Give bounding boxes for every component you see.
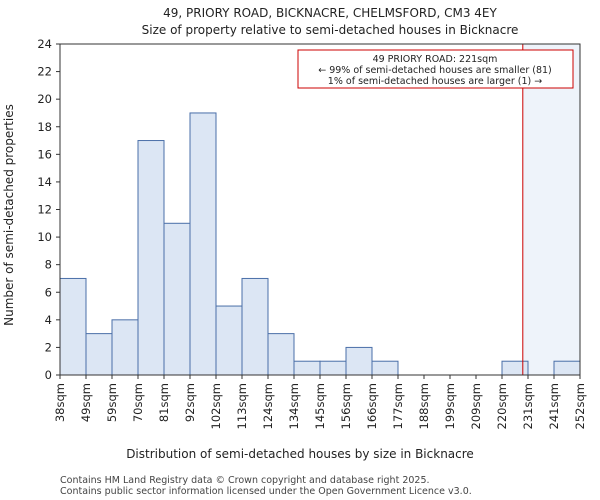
x-tick-label: 145sqm bbox=[313, 383, 327, 429]
y-tick-label: 12 bbox=[37, 203, 52, 217]
x-tick-label: 92sqm bbox=[183, 383, 197, 422]
y-tick-label: 10 bbox=[37, 230, 52, 244]
y-tick-label: 8 bbox=[45, 258, 52, 272]
y-tick-label: 2 bbox=[45, 340, 52, 354]
annotation-line2: ← 99% of semi-detached houses are smalle… bbox=[318, 65, 552, 76]
bar-145sqm bbox=[319, 360, 347, 376]
x-tick-label: 231sqm bbox=[521, 383, 535, 429]
footer-line2: Contains public sector information licen… bbox=[60, 486, 472, 497]
larger-region-highlight bbox=[522, 44, 580, 375]
x-tick-label: 209sqm bbox=[469, 383, 483, 429]
bar-102sqm bbox=[215, 305, 243, 376]
annotation-line1: 49 PRIORY ROAD: 221sqm bbox=[373, 54, 498, 65]
x-tick-label: 113sqm bbox=[235, 383, 249, 429]
x-tick-label: 49sqm bbox=[79, 383, 93, 422]
y-tick-label: 20 bbox=[37, 92, 52, 106]
y-axis-label: Number of semi-detached properties bbox=[2, 104, 16, 326]
x-tick-label: 38sqm bbox=[53, 383, 67, 422]
annotation-line3: 1% of semi-detached houses are larger (1… bbox=[328, 76, 542, 87]
y-tick-label: 16 bbox=[37, 147, 52, 161]
x-tick-label: 124sqm bbox=[261, 383, 275, 429]
bar-124sqm bbox=[267, 333, 295, 376]
footer-line1: Contains HM Land Registry data © Crown c… bbox=[60, 475, 430, 486]
bar-220sqm bbox=[501, 360, 529, 376]
y-tick-label: 4 bbox=[45, 313, 52, 327]
bar-70sqm bbox=[137, 140, 165, 376]
bar-81sqm bbox=[163, 222, 191, 376]
bar-241sqm bbox=[553, 360, 581, 376]
chart-title-line2: Size of property relative to semi-detach… bbox=[142, 23, 519, 37]
x-axis-ticks: 38sqm 49sqm 59sqm 70sqm 81sqm 92sqm 102sqm 113s… bbox=[53, 375, 587, 429]
bar-59sqm bbox=[111, 319, 139, 376]
x-tick-label: 70sqm bbox=[131, 383, 145, 422]
x-tick-label: 199sqm bbox=[443, 383, 457, 429]
y-tick-label: 6 bbox=[45, 285, 52, 299]
x-tick-label: 134sqm bbox=[287, 383, 301, 429]
x-tick-label: 156sqm bbox=[339, 383, 353, 429]
bar-156sqm bbox=[345, 346, 373, 376]
annotation-box bbox=[297, 49, 574, 89]
x-tick-label: 102sqm bbox=[209, 383, 223, 429]
x-axis-label: Distribution of semi-detached houses by … bbox=[126, 447, 474, 461]
y-tick-label: 14 bbox=[37, 175, 52, 189]
bar-38sqm bbox=[59, 277, 87, 376]
bar-166sqm bbox=[371, 360, 399, 376]
chart-title-line1: 49, PRIORY ROAD, BICKNACRE, CHELMSFORD, … bbox=[163, 6, 497, 20]
x-tick-label: 177sqm bbox=[391, 383, 405, 429]
y-tick-label: 18 bbox=[37, 120, 52, 134]
bars-group bbox=[59, 112, 581, 376]
y-tick-label: 22 bbox=[37, 65, 52, 79]
x-tick-label: 220sqm bbox=[495, 383, 509, 429]
x-tick-label: 166sqm bbox=[365, 383, 379, 429]
x-tick-label: 188sqm bbox=[417, 383, 431, 429]
x-tick-label: 241sqm bbox=[547, 383, 561, 429]
x-tick-label: 59sqm bbox=[105, 383, 119, 422]
bar-49sqm bbox=[85, 333, 113, 376]
bar-134sqm bbox=[293, 360, 321, 376]
y-tick-label: 0 bbox=[45, 368, 52, 382]
y-tick-label: 24 bbox=[37, 37, 52, 51]
bar-92sqm bbox=[189, 112, 217, 376]
x-tick-label: 252sqm bbox=[573, 383, 587, 429]
x-tick-label: 81sqm bbox=[157, 383, 171, 422]
bar-113sqm bbox=[241, 277, 269, 376]
